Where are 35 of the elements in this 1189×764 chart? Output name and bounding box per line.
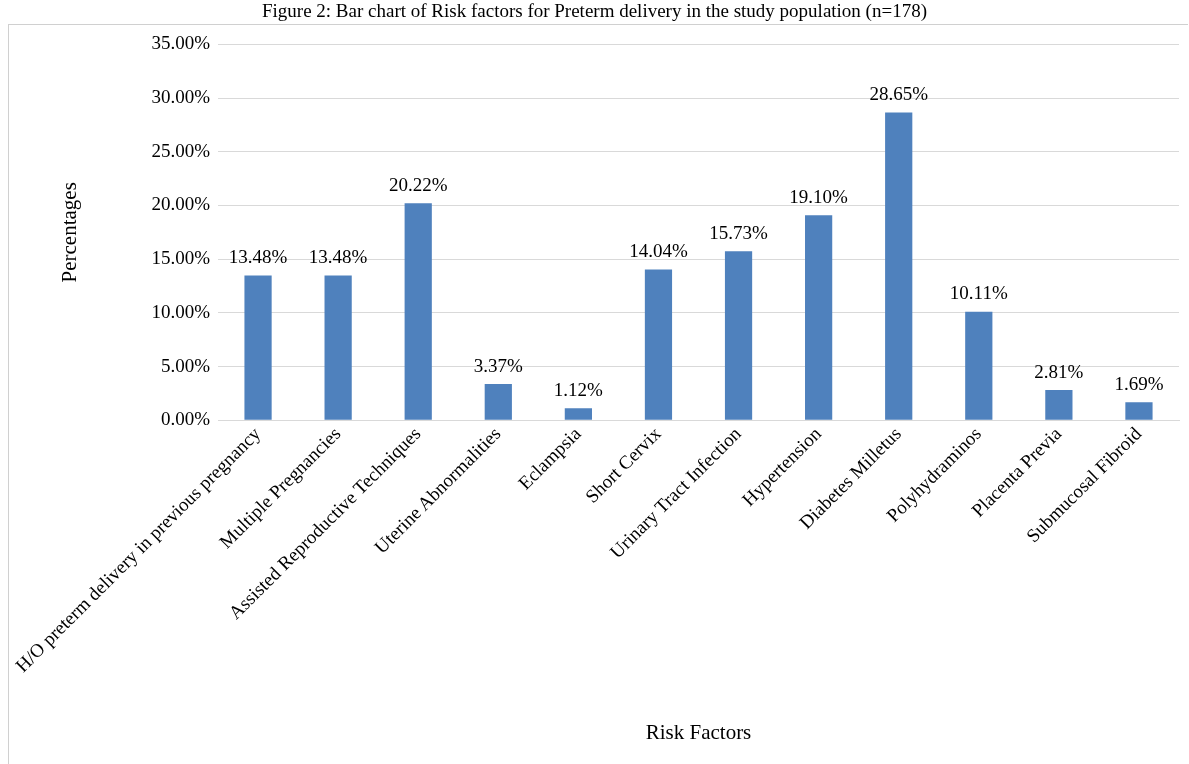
y-tick-label: 15.00% (151, 247, 211, 269)
data-label: 3.37% (473, 354, 524, 376)
data-label: 13.48% (308, 246, 368, 267)
data-label: 15.73% (709, 221, 769, 243)
bar (805, 215, 833, 420)
data-label: 20.22% (388, 173, 448, 195)
y-axis-title: Percentages (57, 182, 82, 283)
y-tick-label: 20.00% (151, 193, 211, 215)
bar (484, 384, 512, 420)
data-label: 1.12% (553, 378, 604, 400)
x-axis-title: Risk Factors (645, 719, 752, 744)
bar (965, 311, 993, 420)
data-label: 19.10% (789, 185, 849, 207)
y-tick-label: 30.00% (151, 86, 211, 108)
y-tick-label: 10.00% (151, 300, 211, 322)
data-label: 28.65% (869, 83, 929, 105)
data-label: 14.04% (629, 239, 688, 261)
data-label: 2.81% (1034, 360, 1084, 382)
bar (724, 251, 753, 420)
bar (564, 408, 592, 420)
bar (244, 275, 272, 420)
y-tick-label: 0.00% (160, 408, 211, 430)
bar (1125, 402, 1153, 420)
y-tick-label: 5.00% (160, 354, 211, 376)
y-tick-label: 25.00% (151, 139, 211, 161)
bar (885, 112, 913, 420)
bar (1045, 390, 1073, 420)
bar (644, 269, 673, 420)
data-label: 13.48% (228, 246, 288, 267)
chart-title: Figure 2: Bar chart of Risk factors for Preterm delivery in the study population (n=178) (261, 0, 928, 22)
bar (404, 203, 432, 420)
y-tick-label: 35.00% (151, 32, 211, 54)
bar (324, 275, 352, 420)
data-label: 1.69% (1114, 372, 1164, 394)
data-label: 10.11% (949, 282, 1008, 304)
